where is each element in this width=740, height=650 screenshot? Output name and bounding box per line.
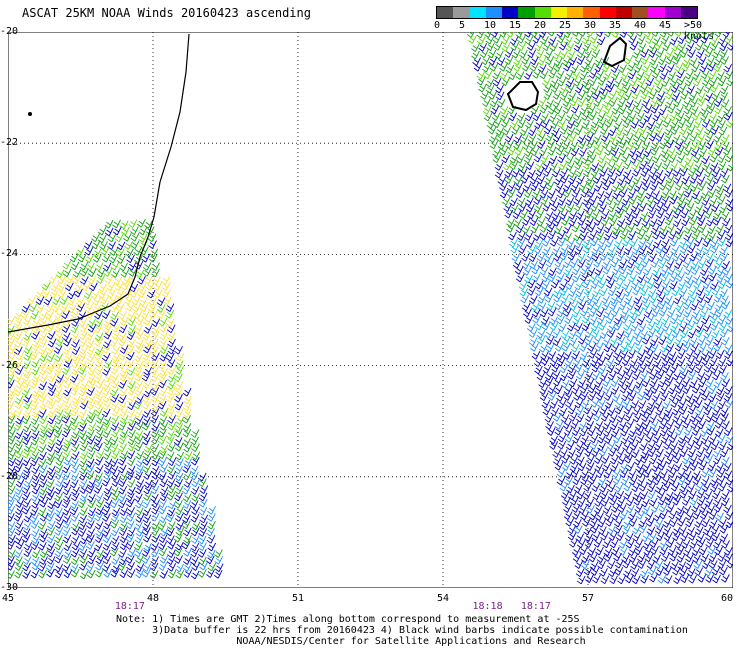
legend-label: 15 [509, 20, 522, 31]
map-canvas [8, 32, 733, 588]
footnotes: Note: 1) Times are GMT 2)Times along bot… [116, 614, 688, 647]
legend-swatch [518, 7, 535, 18]
lon-label: 57 [582, 593, 595, 604]
pass-time-label: 18:17 [520, 601, 551, 612]
legend-swatch [648, 7, 665, 18]
legend-swatch [615, 7, 632, 18]
legend-swatch [437, 7, 454, 18]
note-line-3: NOAA/NESDIS/Center for Satellite Applica… [116, 636, 586, 647]
legend-label: 5 [459, 20, 466, 31]
legend-swatch [567, 7, 584, 18]
legend-swatch [664, 7, 681, 18]
lat-label: -22 [0, 137, 19, 149]
legend-label: 30 [584, 20, 597, 31]
note-line-1: Note: 1) Times are GMT 2)Times along bot… [116, 614, 580, 625]
legend-swatch [453, 7, 470, 18]
legend-swatch [583, 7, 600, 18]
madagascar-coastline [8, 33, 190, 333]
legend-swatch [534, 7, 551, 18]
legend-label: 10 [484, 20, 497, 31]
small-island [28, 112, 32, 116]
lon-label: 60 [721, 593, 734, 604]
note-line-2: 3)Data buffer is 22 hrs from 20160423 4)… [116, 625, 688, 636]
pass-time-label: 18:17 [114, 601, 145, 612]
legend-label: 25 [559, 20, 572, 31]
reunion-island [506, 81, 540, 112]
mauritius-island [602, 36, 628, 68]
pass-time-label: 18:18 [472, 601, 503, 612]
legend-swatch [469, 7, 486, 18]
legend-label: >50 knots [684, 20, 715, 42]
lon-label: 51 [292, 593, 305, 604]
legend-label: 20 [534, 20, 547, 31]
wind-barbs [8, 32, 733, 585]
legend-swatch [680, 7, 697, 18]
chart-title: ASCAT 25KM NOAA Winds 20160423 ascending [22, 6, 311, 20]
lon-label: 45 [2, 593, 15, 604]
legend-label: 35 [609, 20, 622, 31]
legend-swatch [550, 7, 567, 18]
legend-swatch [502, 7, 519, 18]
legend-label: 0 [434, 20, 441, 31]
lat-label: -20 [0, 26, 19, 37]
lat-label: -30 [0, 582, 19, 593]
lon-label: 54 [437, 593, 450, 604]
legend-swatch [599, 7, 616, 18]
wind-speed-legend: 0 5 10 15 20 25 30 35 40 45 >50 knots [434, 6, 736, 42]
legend-labels: 0 5 10 15 20 25 30 35 40 45 >50 knots [434, 19, 736, 42]
lat-label: -24 [0, 248, 19, 260]
legend-label: 45 [659, 20, 672, 31]
wind-map [8, 32, 733, 588]
legend-swatch [485, 7, 502, 18]
lat-lon-grid [8, 32, 733, 588]
legend-swatch [632, 7, 649, 18]
legend-label: 40 [634, 20, 647, 31]
lat-label: -28 [0, 470, 19, 482]
lon-label: 48 [147, 593, 160, 604]
lat-label: -26 [0, 359, 19, 371]
legend-color-bar [436, 6, 698, 19]
